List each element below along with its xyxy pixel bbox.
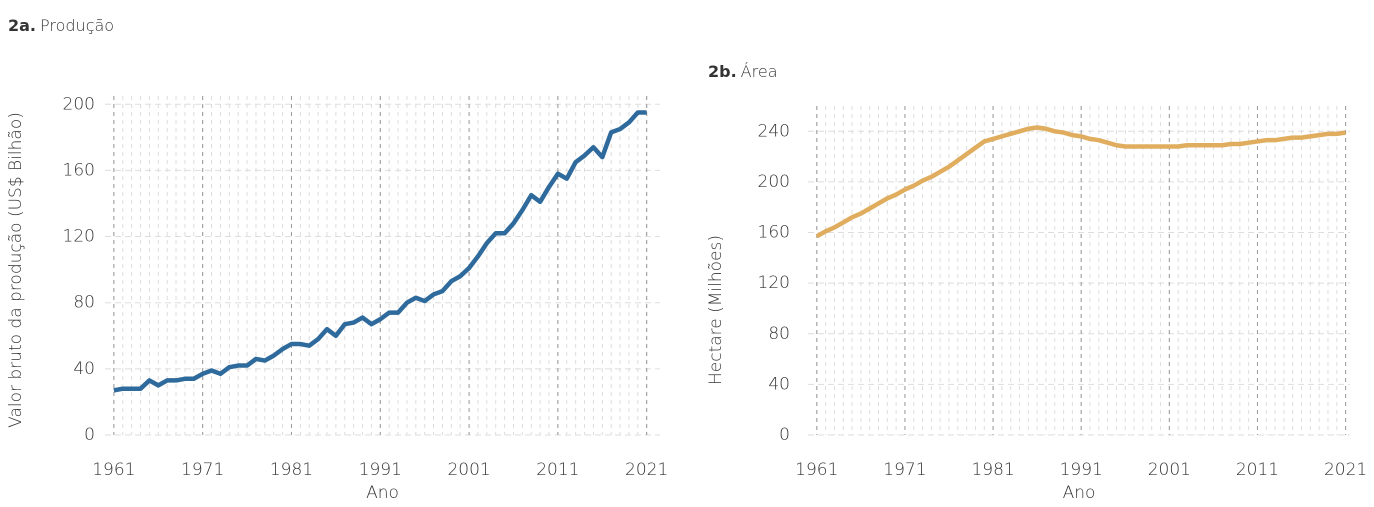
x-tick-label: 1971 [883,460,926,480]
y-tick-label: 40 [73,359,95,379]
x-tick-label: 1991 [1060,460,1103,480]
x-tick-label: 2001 [447,460,490,480]
x-tick-label: 2011 [536,460,579,480]
y-tick-label: 200 [758,172,790,192]
y-tick-label: 240 [758,121,790,141]
y-tick-label: 40 [768,374,790,394]
title-text: Área [741,62,778,81]
x-tick-label: 1971 [181,460,224,480]
x-tick-label: 2001 [1148,460,1191,480]
y-tick-label: 0 [84,425,95,445]
x-tick-label: 1981 [270,460,313,480]
y-tick-label: 160 [758,223,790,243]
x-axis-label: Ano [1063,483,1096,503]
x-axis-label: Ano [366,483,399,503]
y-tick-label: 200 [63,94,95,114]
y-tick-label: 80 [73,293,95,313]
x-tick-label: 2021 [1324,460,1367,480]
x-tick-label: 1961 [92,460,135,480]
x-tick-label: 1991 [359,460,402,480]
panel-label: 2a. [8,16,36,35]
y-axis-label: Valor bruto da produção (US$ Bilhão) [6,112,26,428]
panel-label: 2b. [708,62,737,81]
y-axis-label: Hectare (Milhões) [706,235,726,385]
x-tick-label: 1961 [795,460,838,480]
y-tick-label: 120 [758,273,790,293]
y-tick-label: 120 [63,227,95,247]
title-text: Produção [40,16,114,35]
chart-title: 2b. Área [708,62,778,81]
y-tick-label: 160 [63,160,95,180]
chart-title: 2a. Produção [8,16,114,35]
x-tick-label: 1981 [971,460,1014,480]
data-line [815,125,1346,239]
y-tick-label: 80 [768,324,790,344]
x-tick-label: 2011 [1236,460,1279,480]
y-tick-label: 0 [779,425,790,445]
x-tick-label: 2021 [625,460,668,480]
data-line [113,110,647,393]
